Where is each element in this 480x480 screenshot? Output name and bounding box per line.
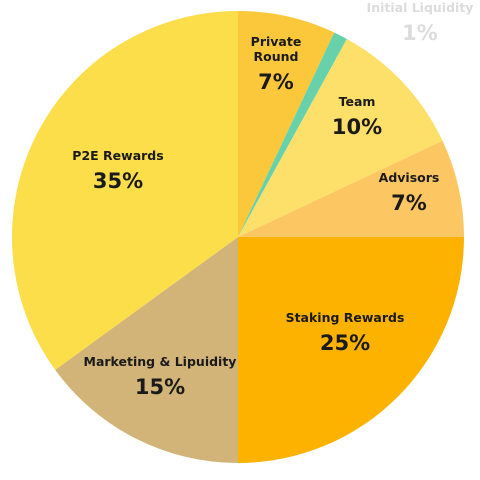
slice-name-text: P2E Rewards: [72, 148, 163, 163]
slice-name-text: Team: [339, 94, 376, 109]
slice-value-text: 35%: [93, 169, 143, 193]
slice-label-advisors: Advisors 7%: [379, 170, 440, 215]
slice-name-text: Staking Rewards: [286, 310, 405, 325]
pie-slice-team: [238, 38, 443, 238]
slice-value-text: 25%: [320, 331, 370, 355]
pie-slice-initial-liquidity: [238, 32, 347, 237]
slice-value-text: 10%: [332, 115, 382, 139]
slice-label-team: Team 10%: [332, 94, 382, 139]
slice-value-text: 15%: [135, 375, 185, 399]
pie-slice-p2e-rewards: [11, 11, 238, 370]
slice-name-text: Marketing & Lipuidity: [84, 354, 237, 369]
slice-name-text: Private: [251, 34, 302, 49]
pie-slice-marketing-lipuidity: [55, 237, 239, 463]
slice-name-text: Advisors: [379, 170, 440, 185]
slice-label-marketing-lipuidity: Marketing & Lipuidity 15%: [84, 354, 237, 399]
slice-name-text: Round: [254, 49, 299, 64]
pie-slice-private-round: [238, 11, 335, 237]
slice-value-text: 7%: [391, 191, 427, 215]
pie-slice-staking-rewards: [238, 237, 464, 463]
pie-slice-advisors: [238, 140, 464, 237]
slice-name-text: Initial Liquidity: [367, 0, 474, 15]
slice-value-text: 1%: [402, 21, 438, 45]
slice-label-staking-rewards: Staking Rewards 25%: [286, 310, 405, 355]
slice-label-initial-liquidity: Initial Liquidity 1%: [367, 0, 474, 45]
pie-slices: [11, 11, 464, 463]
slice-label-p2e-rewards: P2E Rewards 35%: [72, 148, 163, 193]
slice-value-text: 7%: [258, 70, 294, 94]
